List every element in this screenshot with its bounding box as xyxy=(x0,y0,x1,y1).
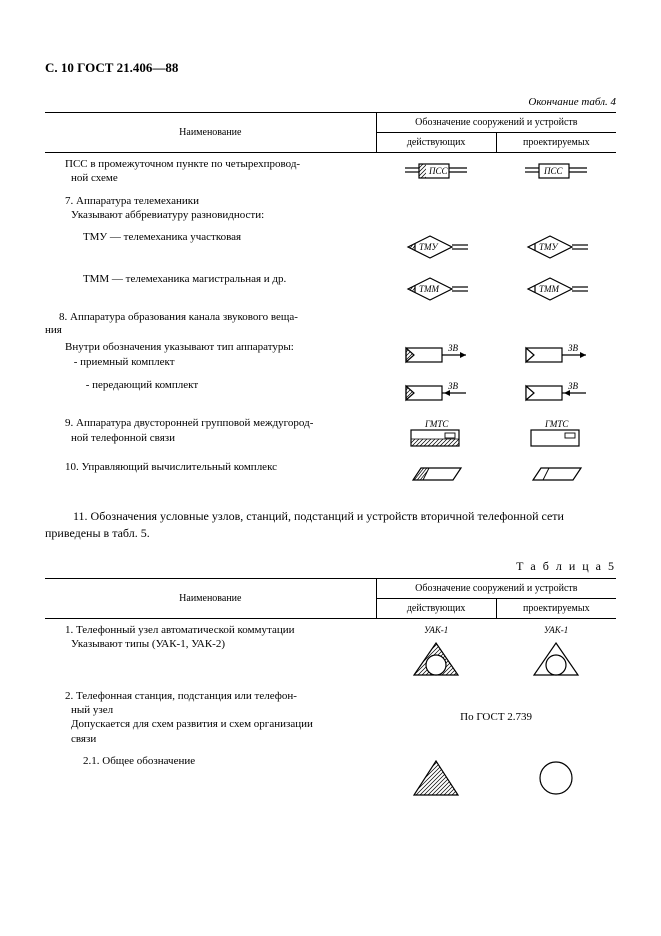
name-text: 1. Телефонный узел автоматической коммут… xyxy=(51,623,370,652)
symbol-label: УАК-1 xyxy=(500,625,612,635)
th-group: Обозначение сооружений и устройств xyxy=(376,113,616,133)
name-text: 9. Аппаратура двусторонней групповой меж… xyxy=(51,416,370,445)
table5-caption: Т а б л и ц а 5 xyxy=(45,559,616,574)
table-4: Наименование Обозначение сооружений и ус… xyxy=(45,112,616,490)
symbol-existing: ТММ xyxy=(376,268,496,310)
th-group: Обозначение сооружений и устройств xyxy=(376,578,616,598)
svg-text:ГМТС: ГМТС xyxy=(424,419,449,429)
table-row: Внутри обозначения указывают тип аппарат… xyxy=(45,336,616,374)
symbol-label: УАК-1 xyxy=(380,625,492,635)
table-row: 2.1. Общее обозначение xyxy=(45,750,616,806)
svg-text:ТММ: ТММ xyxy=(539,284,560,294)
paragraph-11: 11. Обозначения условные узлов, станций,… xyxy=(45,508,616,540)
symbol-existing: ЗВ xyxy=(376,374,496,412)
table-row: ПСС в промежуточном пункте по четырехпро… xyxy=(45,153,616,190)
th-existing: действующих xyxy=(376,598,496,618)
svg-text:ТММ: ТММ xyxy=(419,284,440,294)
symbol-existing: УАК-1 xyxy=(376,618,496,685)
symbol-existing: ЗВ xyxy=(376,336,496,374)
symbol-projected: ТММ xyxy=(496,268,616,310)
symbol-projected: ЗВ xyxy=(496,336,616,374)
symbol-projected: ТМУ xyxy=(496,226,616,268)
symbol-projected xyxy=(496,310,616,336)
symbol-projected: ГМТС xyxy=(496,412,616,456)
symbol-existing xyxy=(376,750,496,806)
symbol-projected xyxy=(496,750,616,806)
symbol-existing xyxy=(376,310,496,336)
name-text: 2. Телефонная станция, подстанция или те… xyxy=(51,689,370,746)
table-row: 1. Телефонный узел автоматической коммут… xyxy=(45,618,616,685)
th-projected: проектируемых xyxy=(496,598,616,618)
name-text: - передающий комплект xyxy=(51,378,370,392)
svg-text:ТМУ: ТМУ xyxy=(539,242,559,252)
table-row: 2. Телефонная станция, подстанция или те… xyxy=(45,685,616,750)
table-row: ТММ — телемеханика магистральная и др. Т… xyxy=(45,268,616,310)
svg-text:ЗВ: ЗВ xyxy=(568,381,578,391)
th-existing: действующих xyxy=(376,133,496,153)
table-row: - передающий комплект ЗВ ЗВ xyxy=(45,374,616,412)
symbol-existing xyxy=(376,456,496,490)
symbol-projected xyxy=(496,456,616,490)
name-text: 7. Аппаратура телемеханикиУказывают аббр… xyxy=(51,194,370,223)
svg-text:ПСС: ПСС xyxy=(428,166,449,176)
name-text: 2.1. Общее обозначение xyxy=(51,754,370,768)
th-name: Наименование xyxy=(45,578,376,618)
symbol-projected: ПСС xyxy=(496,153,616,190)
name-text: ТММ — телемеханика магистральная и др. xyxy=(51,272,370,286)
svg-text:ЗВ: ЗВ xyxy=(448,343,458,353)
svg-text:ПСС: ПСС xyxy=(543,166,564,176)
name-text: 10. Управляющий вычислительный комплекс xyxy=(51,460,370,474)
symbol-projected xyxy=(496,190,616,227)
symbol-existing: ГМТС xyxy=(376,412,496,456)
table-5: Наименование Обозначение сооружений и ус… xyxy=(45,578,616,806)
page: С. 10 ГОСТ 21.406—88 Окончание табл. 4 Н… xyxy=(0,0,661,846)
svg-text:ГМТС: ГМТС xyxy=(544,419,569,429)
name-text: ПСС в промежуточном пункте по четырехпро… xyxy=(51,157,370,186)
svg-text:ЗВ: ЗВ xyxy=(448,381,458,391)
name-text: Внутри обозначения указывают тип аппарат… xyxy=(51,340,370,369)
table-row: 9. Аппаратура двусторонней групповой меж… xyxy=(45,412,616,456)
name-text-outdent: ния xyxy=(45,324,370,336)
table-row: 7. Аппаратура телемеханикиУказывают аббр… xyxy=(45,190,616,227)
continuation-caption: Окончание табл. 4 xyxy=(45,96,616,108)
symbol-existing: ТМУ xyxy=(376,226,496,268)
symbol-projected: УАК-1 xyxy=(496,618,616,685)
th-name: Наименование xyxy=(45,113,376,153)
svg-text:ТМУ: ТМУ xyxy=(419,242,439,252)
table-row: ТМУ — телемеханика участковая ТМУ ТМУ xyxy=(45,226,616,268)
table-row: 8. Аппаратура образования канала звуково… xyxy=(45,310,616,336)
th-projected: проектируемых xyxy=(496,133,616,153)
svg-text:ЗВ: ЗВ xyxy=(568,343,578,353)
page-header: С. 10 ГОСТ 21.406—88 xyxy=(45,60,616,76)
name-text: 8. Аппаратура образования канала звуково… xyxy=(45,310,370,324)
symbol-existing: ПСС xyxy=(376,153,496,190)
table-row: 10. Управляющий вычислительный комплекс xyxy=(45,456,616,490)
symbol-existing xyxy=(376,190,496,227)
symbol-projected: ЗВ xyxy=(496,374,616,412)
name-text: ТМУ — телемеханика участковая xyxy=(51,230,370,244)
merged-note: По ГОСТ 2.739 xyxy=(376,685,616,750)
